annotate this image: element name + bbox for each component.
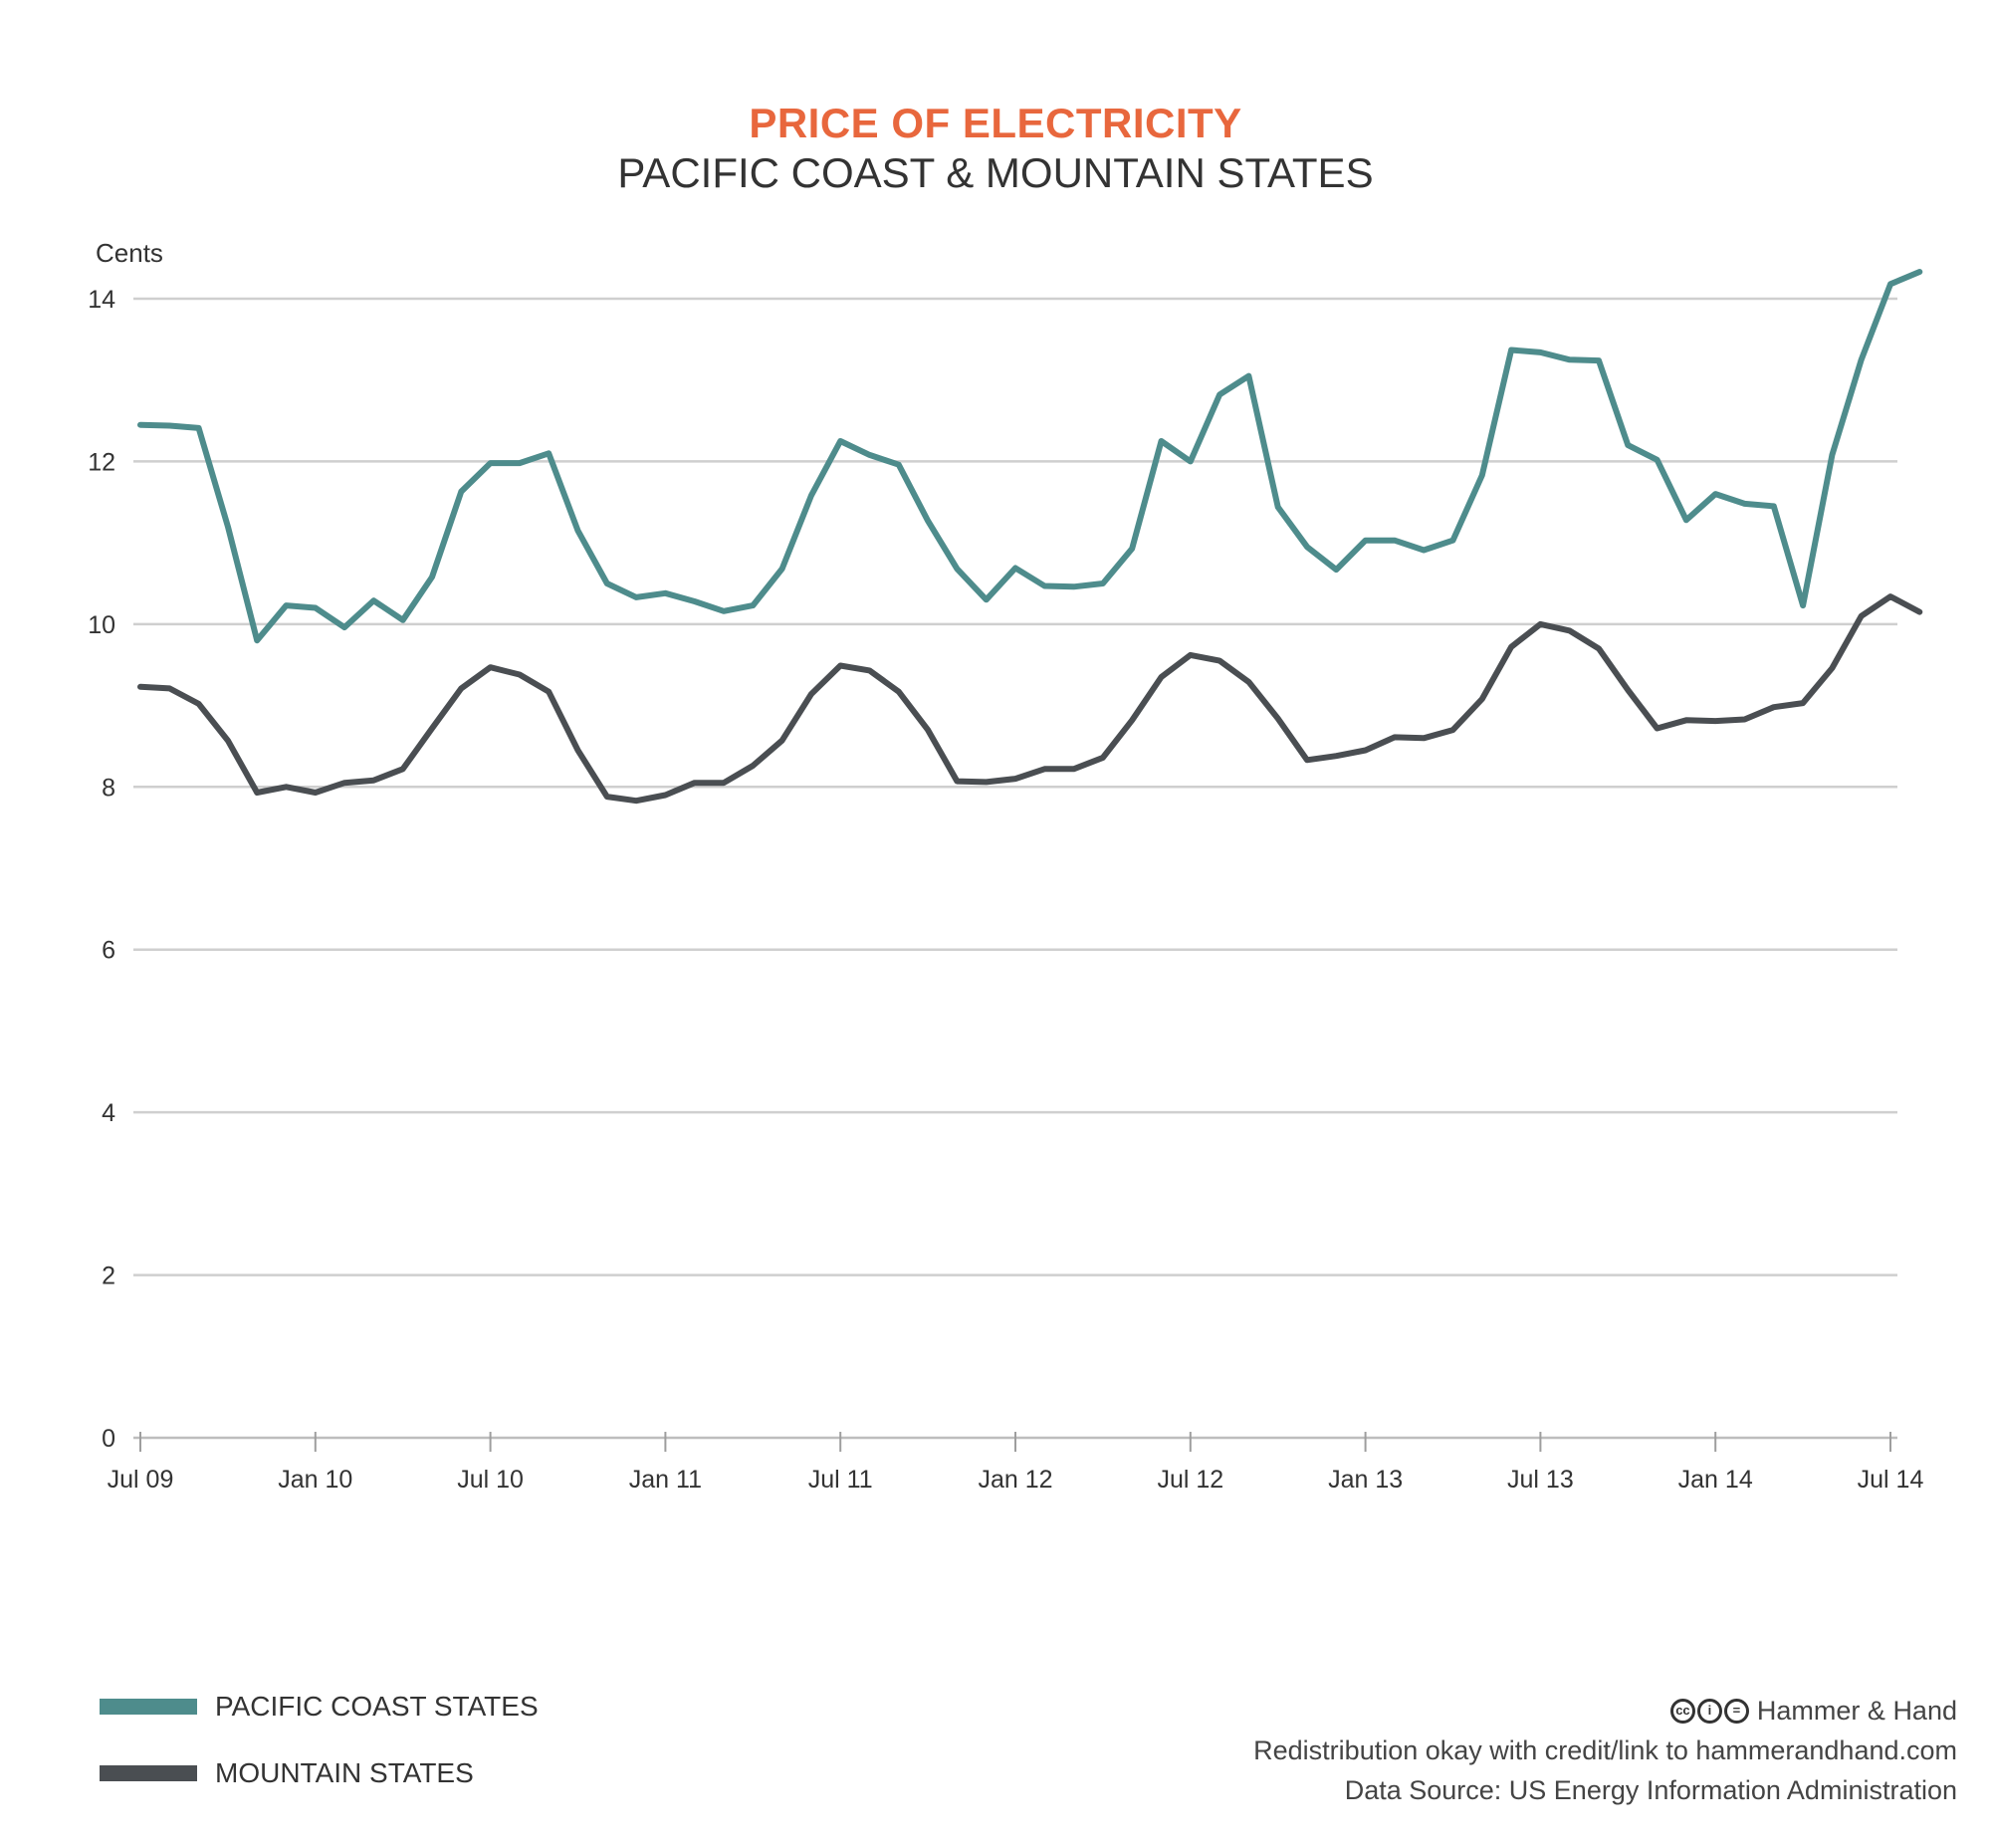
y-tick-label: 8 xyxy=(102,774,115,802)
brand-name: Hammer & Hand xyxy=(1756,1696,1957,1726)
attribution-icon: i xyxy=(1696,1698,1722,1724)
y-tick-label: 14 xyxy=(88,286,115,314)
x-tick-label: Jan 11 xyxy=(629,1466,702,1494)
y-axis-label: Cents xyxy=(96,238,163,268)
chart-subtitle: PACIFIC COAST & MOUNTAIN STATES xyxy=(617,149,1374,196)
cc-icon: cc xyxy=(1669,1698,1695,1724)
x-tick-label: Jul 13 xyxy=(1507,1466,1574,1494)
license-icons: cc i = xyxy=(1668,1698,1749,1724)
y-tick-label: 0 xyxy=(102,1425,115,1453)
x-tick-label: Jul 10 xyxy=(457,1466,524,1494)
y-axis-ticks: 0 2 4 6 8 10 12 14 xyxy=(88,286,115,1453)
legend-item-pacific: PACIFIC COAST STATES xyxy=(100,1691,539,1723)
credits: cc i = Hammer & Hand Redistribution okay… xyxy=(1253,1691,1957,1810)
series-lines xyxy=(137,269,1923,805)
x-tick-label: Jan 12 xyxy=(978,1466,1052,1494)
y-tick-label: 12 xyxy=(88,448,115,476)
legend-label-pacific: PACIFIC COAST STATES xyxy=(215,1691,539,1722)
y-tick-label: 6 xyxy=(102,937,115,965)
gridlines xyxy=(133,297,1897,1276)
data-source: Data Source: US Energy Information Admin… xyxy=(1344,1775,1957,1805)
no-derivatives-icon: = xyxy=(1723,1698,1749,1724)
legend-label-mountain: MOUNTAIN STATES xyxy=(215,1757,474,1788)
x-tick-label: Jan 13 xyxy=(1328,1466,1403,1494)
legend-swatch-mountain xyxy=(100,1765,197,1781)
x-axis: Jul 09 Jan 10 Jul 10 Jan 11 Jul 11 Jan 12 Jul … xyxy=(108,1432,1924,1494)
x-tick-label: Jul 12 xyxy=(1157,1466,1223,1494)
y-tick-label: 2 xyxy=(102,1263,115,1290)
redistribution-note: Redistribution okay with credit/link to … xyxy=(1253,1735,1957,1765)
x-tick-label: Jan 10 xyxy=(278,1466,352,1494)
legend-item-mountain: MOUNTAIN STATES xyxy=(100,1757,474,1789)
x-tick-label: Jul 11 xyxy=(808,1466,873,1494)
y-tick-label: 10 xyxy=(88,611,115,639)
credit-brand-row: cc i = Hammer & Hand xyxy=(1253,1691,1957,1731)
legend-swatch-pacific xyxy=(100,1699,197,1715)
y-tick-label: 4 xyxy=(102,1099,115,1127)
series-line-mountain xyxy=(137,593,1923,805)
x-tick-label: Jul 14 xyxy=(1858,1466,1924,1494)
series-line-pacific xyxy=(137,269,1923,644)
chart-title: PRICE OF ELECTRICITY xyxy=(749,100,1242,146)
x-tick-label: Jan 14 xyxy=(1678,1466,1753,1494)
x-tick-label: Jul 09 xyxy=(108,1466,174,1494)
